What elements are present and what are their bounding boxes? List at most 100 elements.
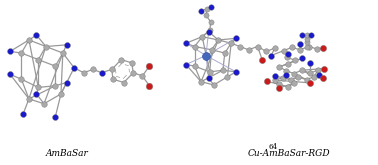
Point: [295, 76, 301, 79]
Point: [109, 68, 115, 71]
Point: [297, 49, 303, 51]
Point: [233, 37, 239, 40]
Point: [307, 82, 313, 84]
Point: [207, 29, 213, 32]
Point: [7, 73, 13, 76]
Point: [146, 84, 152, 87]
Point: [60, 52, 66, 54]
Point: [7, 50, 13, 53]
Point: [58, 93, 64, 95]
Point: [299, 57, 305, 60]
Point: [192, 65, 198, 67]
Point: [304, 78, 310, 81]
Point: [33, 34, 39, 36]
Point: [297, 43, 303, 45]
Point: [203, 54, 209, 57]
Point: [199, 35, 205, 38]
Point: [146, 65, 152, 67]
Point: [71, 66, 77, 69]
Point: [276, 83, 282, 86]
Text: AmBaSar: AmBaSar: [45, 149, 88, 158]
Point: [209, 49, 215, 51]
Point: [276, 66, 282, 68]
Point: [304, 37, 310, 40]
Point: [215, 39, 222, 41]
Point: [64, 81, 70, 84]
Point: [315, 69, 321, 72]
Point: [314, 48, 320, 50]
Point: [19, 78, 25, 81]
Text: Cu-AmBaSar-RGD: Cu-AmBaSar-RGD: [248, 149, 330, 158]
Point: [43, 45, 49, 48]
Point: [81, 71, 87, 74]
Point: [299, 34, 305, 36]
Point: [203, 14, 209, 17]
Point: [284, 56, 290, 58]
Point: [33, 93, 39, 95]
Point: [64, 44, 70, 46]
Point: [308, 34, 314, 36]
Point: [183, 63, 189, 66]
Point: [52, 65, 58, 67]
Point: [198, 9, 204, 12]
Point: [26, 98, 32, 100]
Point: [299, 69, 305, 72]
Point: [272, 47, 278, 49]
Point: [206, 31, 212, 33]
Point: [208, 6, 214, 9]
Point: [283, 69, 289, 72]
Point: [222, 52, 228, 54]
Point: [268, 54, 274, 57]
Point: [276, 86, 282, 89]
Point: [20, 112, 26, 115]
Point: [220, 69, 226, 72]
Point: [316, 73, 322, 76]
Point: [291, 82, 297, 85]
Point: [19, 52, 25, 54]
Point: [320, 76, 326, 79]
Point: [35, 58, 41, 61]
Point: [130, 71, 136, 74]
Point: [304, 41, 310, 44]
Point: [35, 86, 41, 89]
Point: [225, 75, 231, 78]
Point: [289, 46, 295, 49]
Point: [311, 75, 317, 78]
Point: [204, 8, 210, 10]
Point: [26, 39, 32, 41]
Point: [320, 47, 326, 50]
Point: [288, 79, 294, 81]
Point: [237, 45, 243, 48]
Point: [41, 102, 47, 105]
Point: [280, 76, 286, 79]
Point: [306, 45, 312, 48]
Point: [192, 45, 198, 48]
Point: [208, 21, 214, 23]
Point: [263, 80, 270, 82]
Point: [259, 59, 265, 62]
Point: [211, 84, 217, 86]
Point: [118, 58, 124, 61]
Text: 64: 64: [268, 143, 277, 151]
Point: [291, 72, 297, 75]
Point: [206, 77, 212, 80]
Point: [183, 42, 189, 45]
Point: [121, 81, 127, 84]
Point: [321, 67, 327, 70]
Point: [233, 71, 239, 73]
Point: [228, 42, 234, 45]
Point: [245, 49, 251, 51]
Point: [254, 45, 260, 48]
Point: [110, 78, 116, 81]
Point: [285, 62, 291, 65]
Point: [90, 68, 96, 71]
Point: [292, 59, 298, 62]
Point: [285, 52, 291, 55]
Point: [139, 75, 145, 77]
Point: [52, 115, 58, 118]
Point: [52, 84, 58, 87]
Point: [198, 80, 204, 83]
Point: [207, 71, 213, 73]
Point: [285, 85, 291, 88]
Point: [307, 72, 313, 74]
